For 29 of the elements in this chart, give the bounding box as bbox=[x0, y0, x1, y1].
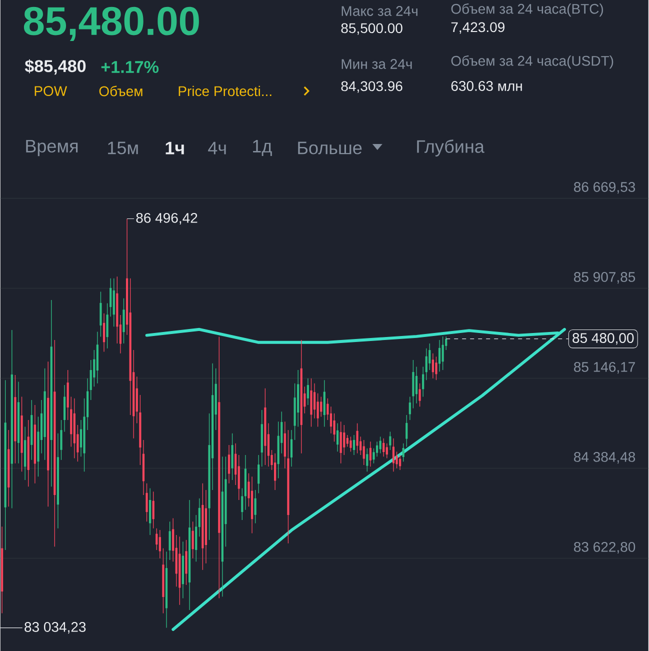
text: Объем за 24 часа(BTC) bbox=[451, 3, 604, 17]
y-tick-label: 83 622,80 bbox=[574, 542, 636, 554]
text: 1д bbox=[253, 140, 272, 156]
text: Глубина bbox=[417, 140, 485, 156]
y-tick-label: 85 146,17 bbox=[574, 362, 636, 374]
annotation: 83 034,23 bbox=[24, 622, 86, 634]
text: Объем bbox=[99, 86, 142, 96]
text: POW bbox=[34, 86, 68, 96]
text: 7,423.09 bbox=[451, 22, 505, 34]
text: 1ч bbox=[166, 142, 184, 154]
annotation: 86 496,42 bbox=[136, 212, 198, 225]
text: Объем за 24 часа(USDT) bbox=[451, 55, 614, 69]
text: 630.63 млн bbox=[451, 81, 522, 91]
y-tick-label: 84 384,48 bbox=[574, 452, 636, 464]
text: Макс за 24ч bbox=[342, 6, 418, 16]
text: Время bbox=[26, 140, 78, 156]
y-tick-label: 85 907,85 bbox=[574, 272, 636, 284]
text: 85,480.00 bbox=[24, 6, 200, 42]
text: +1.17% bbox=[101, 60, 159, 73]
text: 85,500.00 bbox=[341, 23, 402, 35]
text: Price Protecti... bbox=[178, 86, 272, 96]
text: 15м bbox=[108, 142, 138, 154]
text: $85,480 bbox=[25, 59, 86, 75]
y-tick-label: 86 669,53 bbox=[574, 182, 636, 194]
text: Мин за 24ч bbox=[342, 59, 412, 69]
text: Больше bbox=[298, 142, 362, 154]
ref-line-label: 85 480,00 bbox=[572, 333, 634, 345]
text: 4ч bbox=[208, 142, 226, 154]
text: 84,303.96 bbox=[341, 81, 402, 93]
